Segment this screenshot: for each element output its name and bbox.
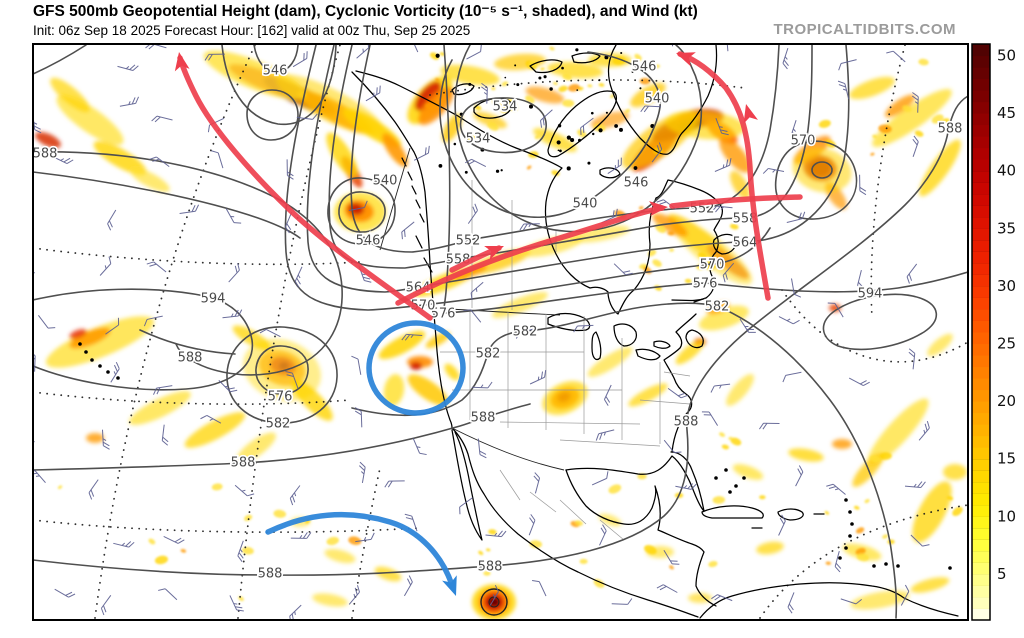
colorbar-tick-label: 25 bbox=[997, 335, 1016, 353]
svg-text:552: 552 bbox=[456, 234, 481, 249]
vorticity-speckle-layer bbox=[57, 46, 963, 602]
svg-text:582: 582 bbox=[476, 347, 501, 362]
svg-text:588: 588 bbox=[178, 351, 203, 366]
svg-text:594: 594 bbox=[201, 292, 226, 307]
svg-text:576: 576 bbox=[268, 390, 293, 405]
svg-text:576: 576 bbox=[431, 307, 456, 322]
colorbar-tick-label: 20 bbox=[997, 392, 1016, 410]
svg-text:570: 570 bbox=[791, 134, 816, 149]
svg-text:588: 588 bbox=[258, 567, 283, 582]
watermark: TROPICALTIDBITS.COM bbox=[773, 21, 956, 38]
colorbar-tick-label: 30 bbox=[997, 277, 1016, 295]
colorbar-tick-label: 50 bbox=[997, 47, 1016, 65]
colorbar-tick-label: 45 bbox=[997, 104, 1016, 122]
svg-text:588: 588 bbox=[471, 411, 496, 426]
svg-text:582: 582 bbox=[513, 325, 538, 340]
height-contour-layer bbox=[33, 44, 968, 619]
svg-text:564: 564 bbox=[733, 236, 758, 251]
colorbar-tick-label: 5 bbox=[997, 565, 1007, 583]
svg-text:588: 588 bbox=[674, 415, 699, 430]
svg-text:546: 546 bbox=[263, 64, 288, 79]
svg-text:588: 588 bbox=[33, 147, 58, 162]
coastline-layer bbox=[78, 44, 959, 619]
svg-text:534: 534 bbox=[493, 100, 518, 115]
svg-text:540: 540 bbox=[573, 197, 598, 212]
svg-text:594: 594 bbox=[858, 287, 883, 302]
svg-text:570: 570 bbox=[700, 258, 725, 273]
svg-text:588: 588 bbox=[938, 122, 963, 137]
svg-text:546: 546 bbox=[632, 60, 657, 75]
wind-barb-layer bbox=[33, 44, 930, 620]
svg-text:534: 534 bbox=[466, 132, 491, 147]
svg-text:582: 582 bbox=[705, 300, 730, 315]
svg-text:546: 546 bbox=[356, 234, 381, 249]
svg-text:540: 540 bbox=[373, 174, 398, 189]
contour-label-layer: 546 540 546 588 594 588 576 582 588 588 588 588 582 5… bbox=[33, 58, 964, 583]
colorbar: 5 10 15 20 25 30 35 40 45 50 bbox=[971, 43, 1016, 621]
init-forecast-line: Init: 06z Sep 18 2025 Forecast Hour: [16… bbox=[33, 23, 471, 38]
svg-text:546: 546 bbox=[624, 176, 649, 191]
colorbar-tick-label: 10 bbox=[997, 507, 1016, 525]
analyst-annotations bbox=[265, 320, 466, 596]
colorbar-tick-label: 40 bbox=[997, 162, 1016, 180]
highlight-circle bbox=[366, 320, 466, 416]
map-frame bbox=[32, 43, 969, 621]
page-title: GFS 500mb Geopotential Height (dam), Cyc… bbox=[33, 3, 698, 20]
colorbar-tick-label: 15 bbox=[997, 450, 1016, 468]
svg-text:588: 588 bbox=[478, 560, 503, 575]
svg-text:576: 576 bbox=[693, 277, 718, 292]
svg-text:582: 582 bbox=[266, 417, 291, 432]
svg-text:540: 540 bbox=[645, 92, 670, 107]
map-background bbox=[33, 44, 968, 620]
svg-text:588: 588 bbox=[231, 456, 256, 471]
colorbar-tick-label: 35 bbox=[997, 219, 1016, 237]
jet-stream-arrows bbox=[174, 51, 803, 321]
